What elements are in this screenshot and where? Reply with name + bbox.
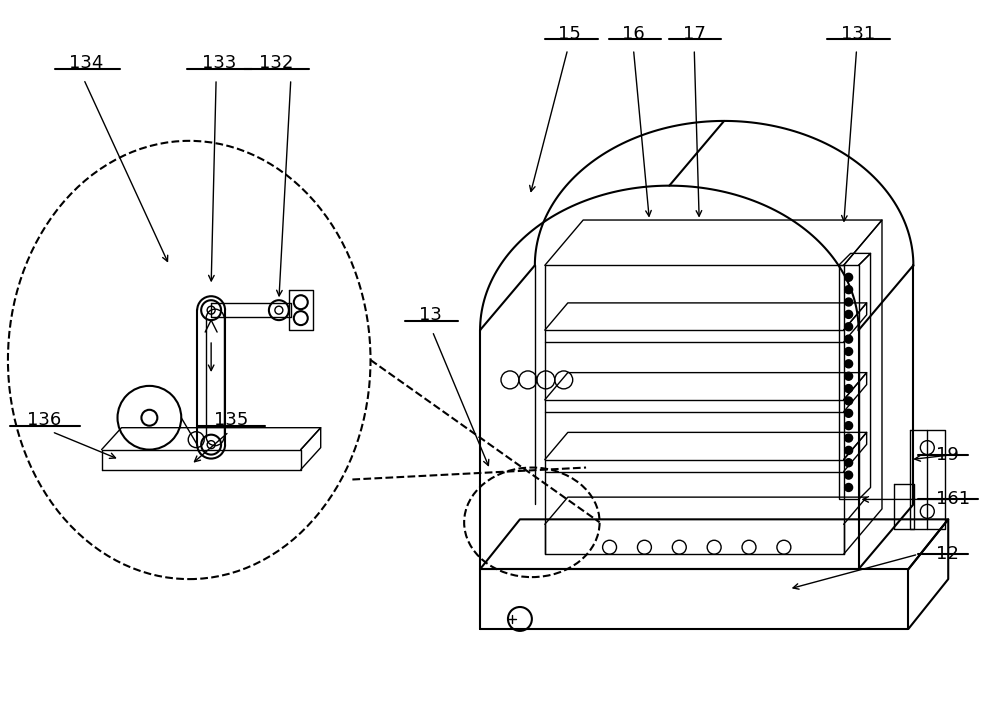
Text: 134: 134 — [69, 54, 104, 72]
Text: 131: 131 — [841, 25, 876, 43]
Circle shape — [845, 273, 853, 281]
Text: 16: 16 — [622, 25, 645, 43]
Circle shape — [845, 434, 853, 442]
Circle shape — [845, 459, 853, 467]
Circle shape — [845, 397, 853, 405]
Circle shape — [845, 311, 853, 318]
Text: 135: 135 — [214, 411, 248, 429]
Circle shape — [845, 335, 853, 343]
Circle shape — [845, 372, 853, 381]
Text: 161: 161 — [936, 491, 970, 508]
Circle shape — [845, 471, 853, 479]
Circle shape — [845, 484, 853, 491]
Text: 133: 133 — [202, 54, 236, 72]
Text: 13: 13 — [419, 306, 442, 324]
Text: 17: 17 — [683, 25, 706, 43]
Circle shape — [845, 409, 853, 417]
Text: 15: 15 — [558, 25, 581, 43]
Circle shape — [845, 385, 853, 393]
Bar — [545, 265, 844, 554]
Text: 19: 19 — [936, 445, 959, 464]
Circle shape — [845, 347, 853, 355]
Text: 12: 12 — [936, 545, 959, 563]
Circle shape — [845, 446, 853, 455]
Circle shape — [845, 323, 853, 330]
Circle shape — [845, 298, 853, 306]
Text: 132: 132 — [259, 54, 293, 72]
Bar — [839, 265, 859, 499]
Circle shape — [845, 360, 853, 368]
Circle shape — [845, 421, 853, 430]
Text: 136: 136 — [27, 411, 61, 429]
Circle shape — [845, 286, 853, 294]
